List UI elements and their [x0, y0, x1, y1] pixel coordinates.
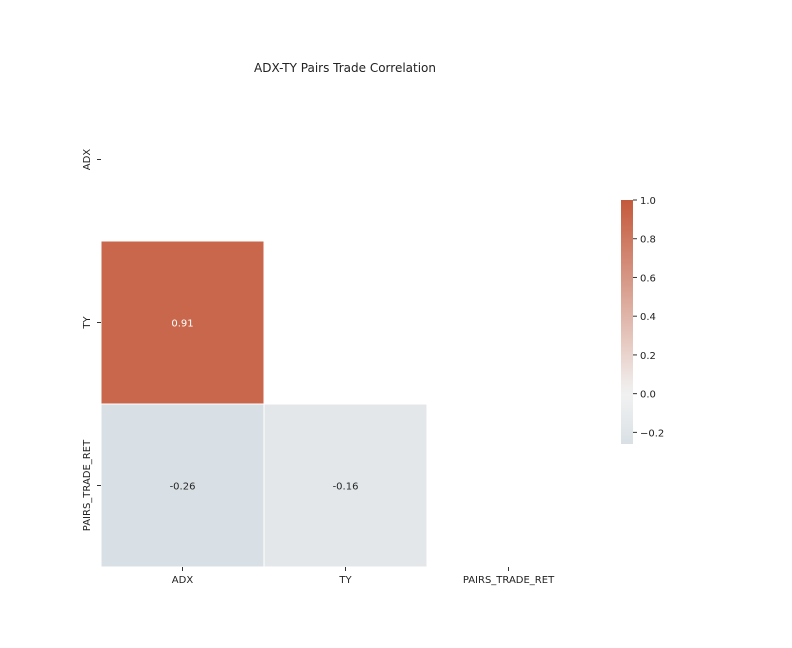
x-tick-label: TY — [338, 575, 352, 586]
y-tick-label: TY — [82, 316, 93, 330]
heatmap-cell — [100, 403, 265, 568]
colorbar-ticks: 1.0 0.8 0.6 0.4 0.2 0.0 −0.2 — [633, 196, 664, 439]
colorbar-tick-label: 0.4 — [640, 312, 656, 323]
cell-annotation: -0.16 — [333, 482, 359, 493]
cell-annotation: 0.91 — [171, 319, 193, 330]
heatmap-cell — [263, 403, 428, 568]
x-tick-label: PAIRS_TRADE_RET — [463, 575, 555, 586]
y-axis-ticks: ADX TY PAIRS_TRADE_RET — [82, 149, 101, 531]
colorbar — [621, 200, 633, 444]
colorbar-tick-label: −0.2 — [640, 428, 664, 439]
y-tick-label: PAIRS_TRADE_RET — [82, 439, 93, 531]
colorbar-tick-label: 0.0 — [640, 390, 656, 401]
colorbar-tick-label: 0.2 — [640, 351, 656, 362]
colorbar-tick-label: 0.8 — [640, 235, 656, 246]
y-tick-label: ADX — [82, 149, 93, 171]
chart-title: ADX-TY Pairs Trade Correlation — [254, 61, 436, 75]
colorbar-tick-label: 1.0 — [640, 196, 656, 207]
heatmap-cells: 0.91 -0.26 -0.16 — [100, 240, 428, 568]
heatmap-cell — [100, 240, 265, 405]
colorbar-tick-label: 0.6 — [640, 273, 656, 284]
x-axis-ticks: ADX TY PAIRS_TRADE_RET — [172, 567, 555, 586]
x-tick-label: ADX — [172, 575, 194, 586]
cell-annotation: -0.26 — [170, 482, 196, 493]
